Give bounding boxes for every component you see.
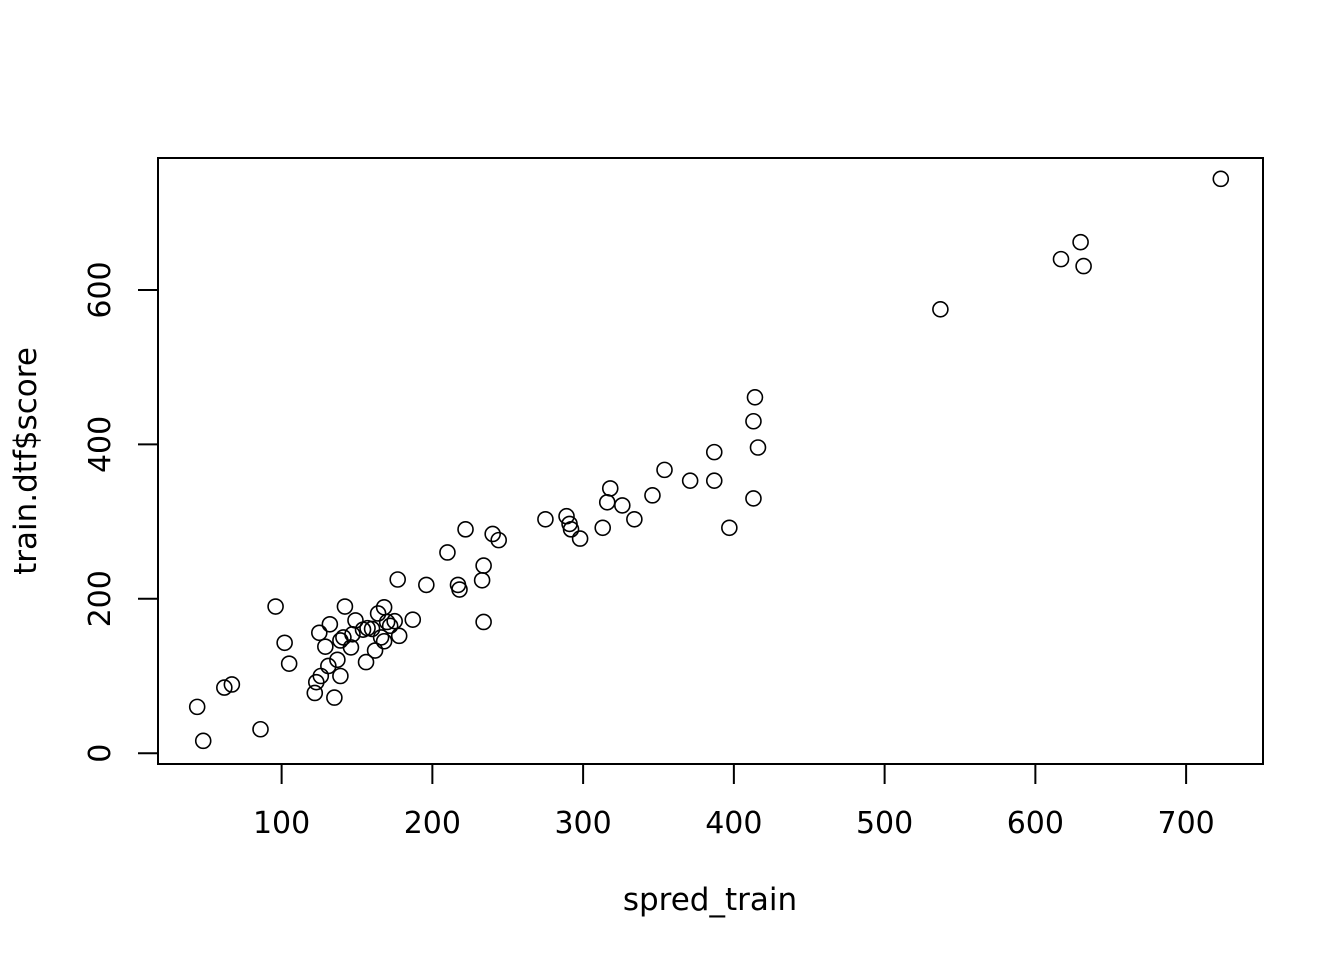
y-tick-label: 600 xyxy=(83,261,118,318)
data-point xyxy=(223,676,241,693)
data-point xyxy=(336,598,354,615)
data-point xyxy=(457,521,474,538)
data-point xyxy=(571,530,589,547)
data-point xyxy=(594,519,612,537)
x-axis-label: spred_train xyxy=(623,882,797,918)
data-point xyxy=(746,389,764,406)
data-points xyxy=(188,170,1230,750)
data-point xyxy=(644,487,661,504)
data-point xyxy=(721,519,738,537)
data-point xyxy=(194,732,212,750)
data-point xyxy=(705,443,723,461)
data-point xyxy=(390,627,408,645)
data-point xyxy=(375,598,393,616)
x-tick-label: 100 xyxy=(253,806,310,841)
data-point xyxy=(475,557,492,574)
data-point xyxy=(745,490,762,507)
data-point xyxy=(335,629,352,646)
data-point xyxy=(1072,233,1089,251)
data-point xyxy=(332,667,349,685)
data-point xyxy=(311,624,328,642)
data-point xyxy=(932,301,949,318)
data-point xyxy=(614,497,631,514)
data-point xyxy=(321,615,339,633)
data-point xyxy=(626,510,643,528)
data-point xyxy=(705,472,723,489)
data-point xyxy=(484,525,501,543)
data-point xyxy=(188,698,206,716)
y-axis-label: train.dtf$score xyxy=(8,347,44,575)
data-point xyxy=(306,684,324,702)
data-point xyxy=(656,461,673,479)
y-tick-label: 200 xyxy=(83,570,118,627)
x-axis: 100 200 300 400 500 600 700 xyxy=(253,763,1215,841)
data-point xyxy=(252,720,269,738)
data-point xyxy=(372,629,390,646)
data-point xyxy=(681,472,699,489)
data-point xyxy=(1212,170,1230,188)
data-point xyxy=(389,571,406,588)
data-point xyxy=(473,571,491,589)
data-point xyxy=(475,613,492,631)
x-tick-label: 400 xyxy=(705,806,762,841)
data-point xyxy=(598,494,616,511)
data-point xyxy=(490,531,507,549)
x-tick-label: 200 xyxy=(404,806,461,841)
data-point xyxy=(1052,250,1070,268)
y-axis: 0 200 400 600 xyxy=(83,261,159,763)
data-point xyxy=(562,521,580,538)
data-point xyxy=(317,638,334,655)
data-point xyxy=(386,612,403,630)
data-point xyxy=(329,651,346,669)
data-point xyxy=(418,576,435,594)
data-point xyxy=(267,598,284,615)
data-point xyxy=(326,689,343,706)
data-point xyxy=(451,581,468,598)
y-tick-label: 400 xyxy=(83,416,118,473)
data-point xyxy=(320,657,337,675)
data-point xyxy=(276,634,293,652)
y-tick-label: 0 xyxy=(83,744,118,763)
data-point xyxy=(357,653,375,671)
data-point xyxy=(381,617,399,635)
data-point xyxy=(749,439,767,456)
data-point xyxy=(375,632,393,650)
data-point xyxy=(439,544,456,561)
data-point xyxy=(363,620,381,638)
data-point xyxy=(404,611,422,628)
data-point xyxy=(342,639,360,656)
data-point xyxy=(537,510,554,528)
data-point xyxy=(369,605,387,622)
x-tick-label: 600 xyxy=(1007,806,1064,841)
x-tick-label: 500 xyxy=(856,806,913,841)
data-point xyxy=(1075,257,1092,275)
data-point xyxy=(216,679,233,696)
data-point xyxy=(745,412,762,430)
x-tick-label: 700 xyxy=(1157,806,1214,841)
data-point xyxy=(601,480,619,497)
plot-frame xyxy=(157,157,1264,765)
data-point xyxy=(378,613,396,631)
data-point xyxy=(280,655,298,672)
x-tick-label: 300 xyxy=(554,806,611,841)
